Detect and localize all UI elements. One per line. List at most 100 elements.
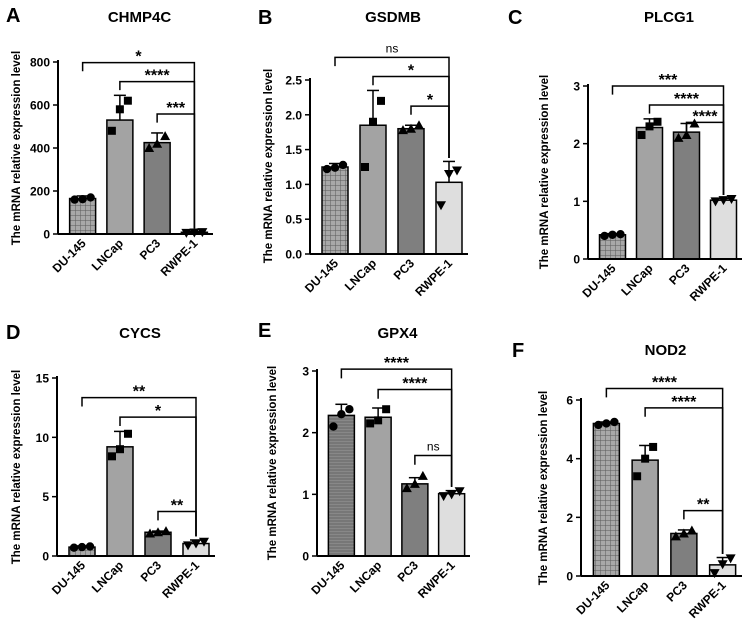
bar-du-145	[327, 414, 356, 557]
y-tick-label: 1.0	[285, 178, 302, 192]
data-point	[718, 196, 729, 206]
significance-label: ****	[402, 376, 428, 393]
panel-letter: C	[508, 7, 522, 29]
panel-letter: F	[512, 340, 524, 362]
significance-label: *	[408, 63, 415, 80]
data-point	[709, 569, 720, 579]
y-tick-label: 2.0	[285, 108, 302, 122]
data-point	[382, 405, 391, 414]
bar-rwpe-1	[437, 492, 466, 557]
y-tick-label: 3	[302, 365, 309, 379]
x-tick-label: RWPE-1	[415, 558, 458, 601]
significance-bracket	[156, 113, 196, 229]
chart-panel-f: F NOD2 The mRNA relative expression level 0…	[512, 340, 742, 621]
significance-bracket	[377, 388, 453, 487]
y-tick-label: 600	[30, 99, 50, 113]
data-point	[86, 193, 95, 202]
bar-pc3	[672, 131, 701, 260]
y-tick-label: 10	[36, 431, 50, 445]
panel-letter: E	[258, 320, 271, 342]
significance-label: ****	[384, 355, 410, 372]
data-point	[107, 126, 116, 135]
data-point	[329, 422, 338, 431]
significance-bracket	[81, 396, 197, 537]
y-tick-label: 1.5	[285, 143, 302, 157]
data-point	[369, 117, 377, 126]
data-point	[152, 138, 163, 148]
data-point	[85, 542, 95, 551]
y-tick-label: 0.0	[285, 248, 302, 262]
chart-title: GSDMB	[365, 9, 421, 26]
chart-panel-a: A CHMP4C The mRNA relative expression leve…	[6, 5, 213, 279]
significance-label: ns	[386, 41, 399, 55]
bar-lncap	[106, 119, 134, 235]
bar-rwpe-1	[435, 181, 463, 255]
data-point	[452, 166, 462, 176]
significance-label: **	[133, 384, 146, 401]
data-point	[454, 487, 465, 497]
chart-panel-c: C PLCG1 The mRNA relative expression level…	[508, 7, 742, 304]
data-point	[337, 409, 346, 419]
significance-label: **	[697, 497, 710, 514]
bar-lncap	[359, 124, 387, 255]
data-point	[161, 526, 171, 536]
y-tick-label: 2.5	[285, 74, 302, 88]
significance-label: ****	[145, 68, 171, 85]
data-point	[673, 132, 684, 142]
data-point	[345, 405, 354, 414]
x-tick-label: LNCap	[89, 236, 126, 273]
significance-label: **	[171, 498, 184, 515]
bar-pc3	[143, 141, 171, 235]
chart-title: CHMP4C	[108, 9, 172, 26]
data-point	[160, 131, 171, 141]
data-point	[361, 163, 369, 171]
y-tick-label: 0	[566, 570, 573, 584]
x-tick-label: DU-145	[302, 256, 341, 295]
significance-bracket	[605, 387, 724, 554]
significance-bracket	[683, 509, 724, 554]
data-point	[641, 454, 650, 463]
data-point	[653, 117, 662, 126]
data-point	[608, 230, 617, 239]
y-tick-label: 400	[30, 142, 50, 156]
significance-bracket	[611, 85, 725, 195]
x-tick-label: PC3	[666, 261, 693, 288]
x-tick-label: LNCap	[342, 256, 379, 293]
data-point	[70, 195, 79, 204]
bar-pc3	[670, 532, 698, 577]
y-axis-label: The mRNA relative expression level	[263, 69, 275, 264]
x-tick-label: PC3	[395, 558, 422, 585]
data-point	[649, 442, 658, 451]
x-tick-label: DU-145	[308, 558, 347, 597]
chart-panel-e: E GPX4 The mRNA relative expression level 0…	[258, 320, 470, 601]
significance-label: *	[135, 49, 142, 66]
chart-title: CYCS	[119, 325, 161, 342]
y-tick-label: 1	[573, 195, 580, 209]
data-point	[374, 416, 383, 425]
data-point	[377, 96, 385, 105]
bar-lncap	[106, 446, 134, 557]
data-point	[145, 528, 155, 538]
x-tick-label: PC3	[138, 558, 165, 585]
data-point	[398, 125, 408, 135]
significance-bracket	[119, 416, 197, 537]
y-tick-label: 5	[42, 490, 49, 504]
data-point	[183, 541, 193, 551]
significance-label: ns	[427, 439, 440, 453]
x-tick-label: PC3	[391, 256, 418, 283]
y-tick-label: 2	[566, 511, 573, 525]
chart-panel-b: B GSDMB The mRNA relative expression level…	[258, 7, 468, 299]
data-point	[144, 143, 155, 152]
x-tick-label: RWPE-1	[687, 261, 730, 304]
bar-pc3	[397, 127, 425, 255]
y-tick-label: 200	[30, 185, 50, 199]
data-point	[401, 483, 412, 493]
data-point	[681, 130, 692, 140]
data-point	[637, 131, 646, 140]
bar-lncap	[635, 126, 664, 260]
significance-bracket	[685, 121, 725, 195]
x-tick-label: DU-145	[573, 578, 612, 617]
data-point	[633, 472, 642, 481]
significance-bracket	[410, 105, 450, 158]
